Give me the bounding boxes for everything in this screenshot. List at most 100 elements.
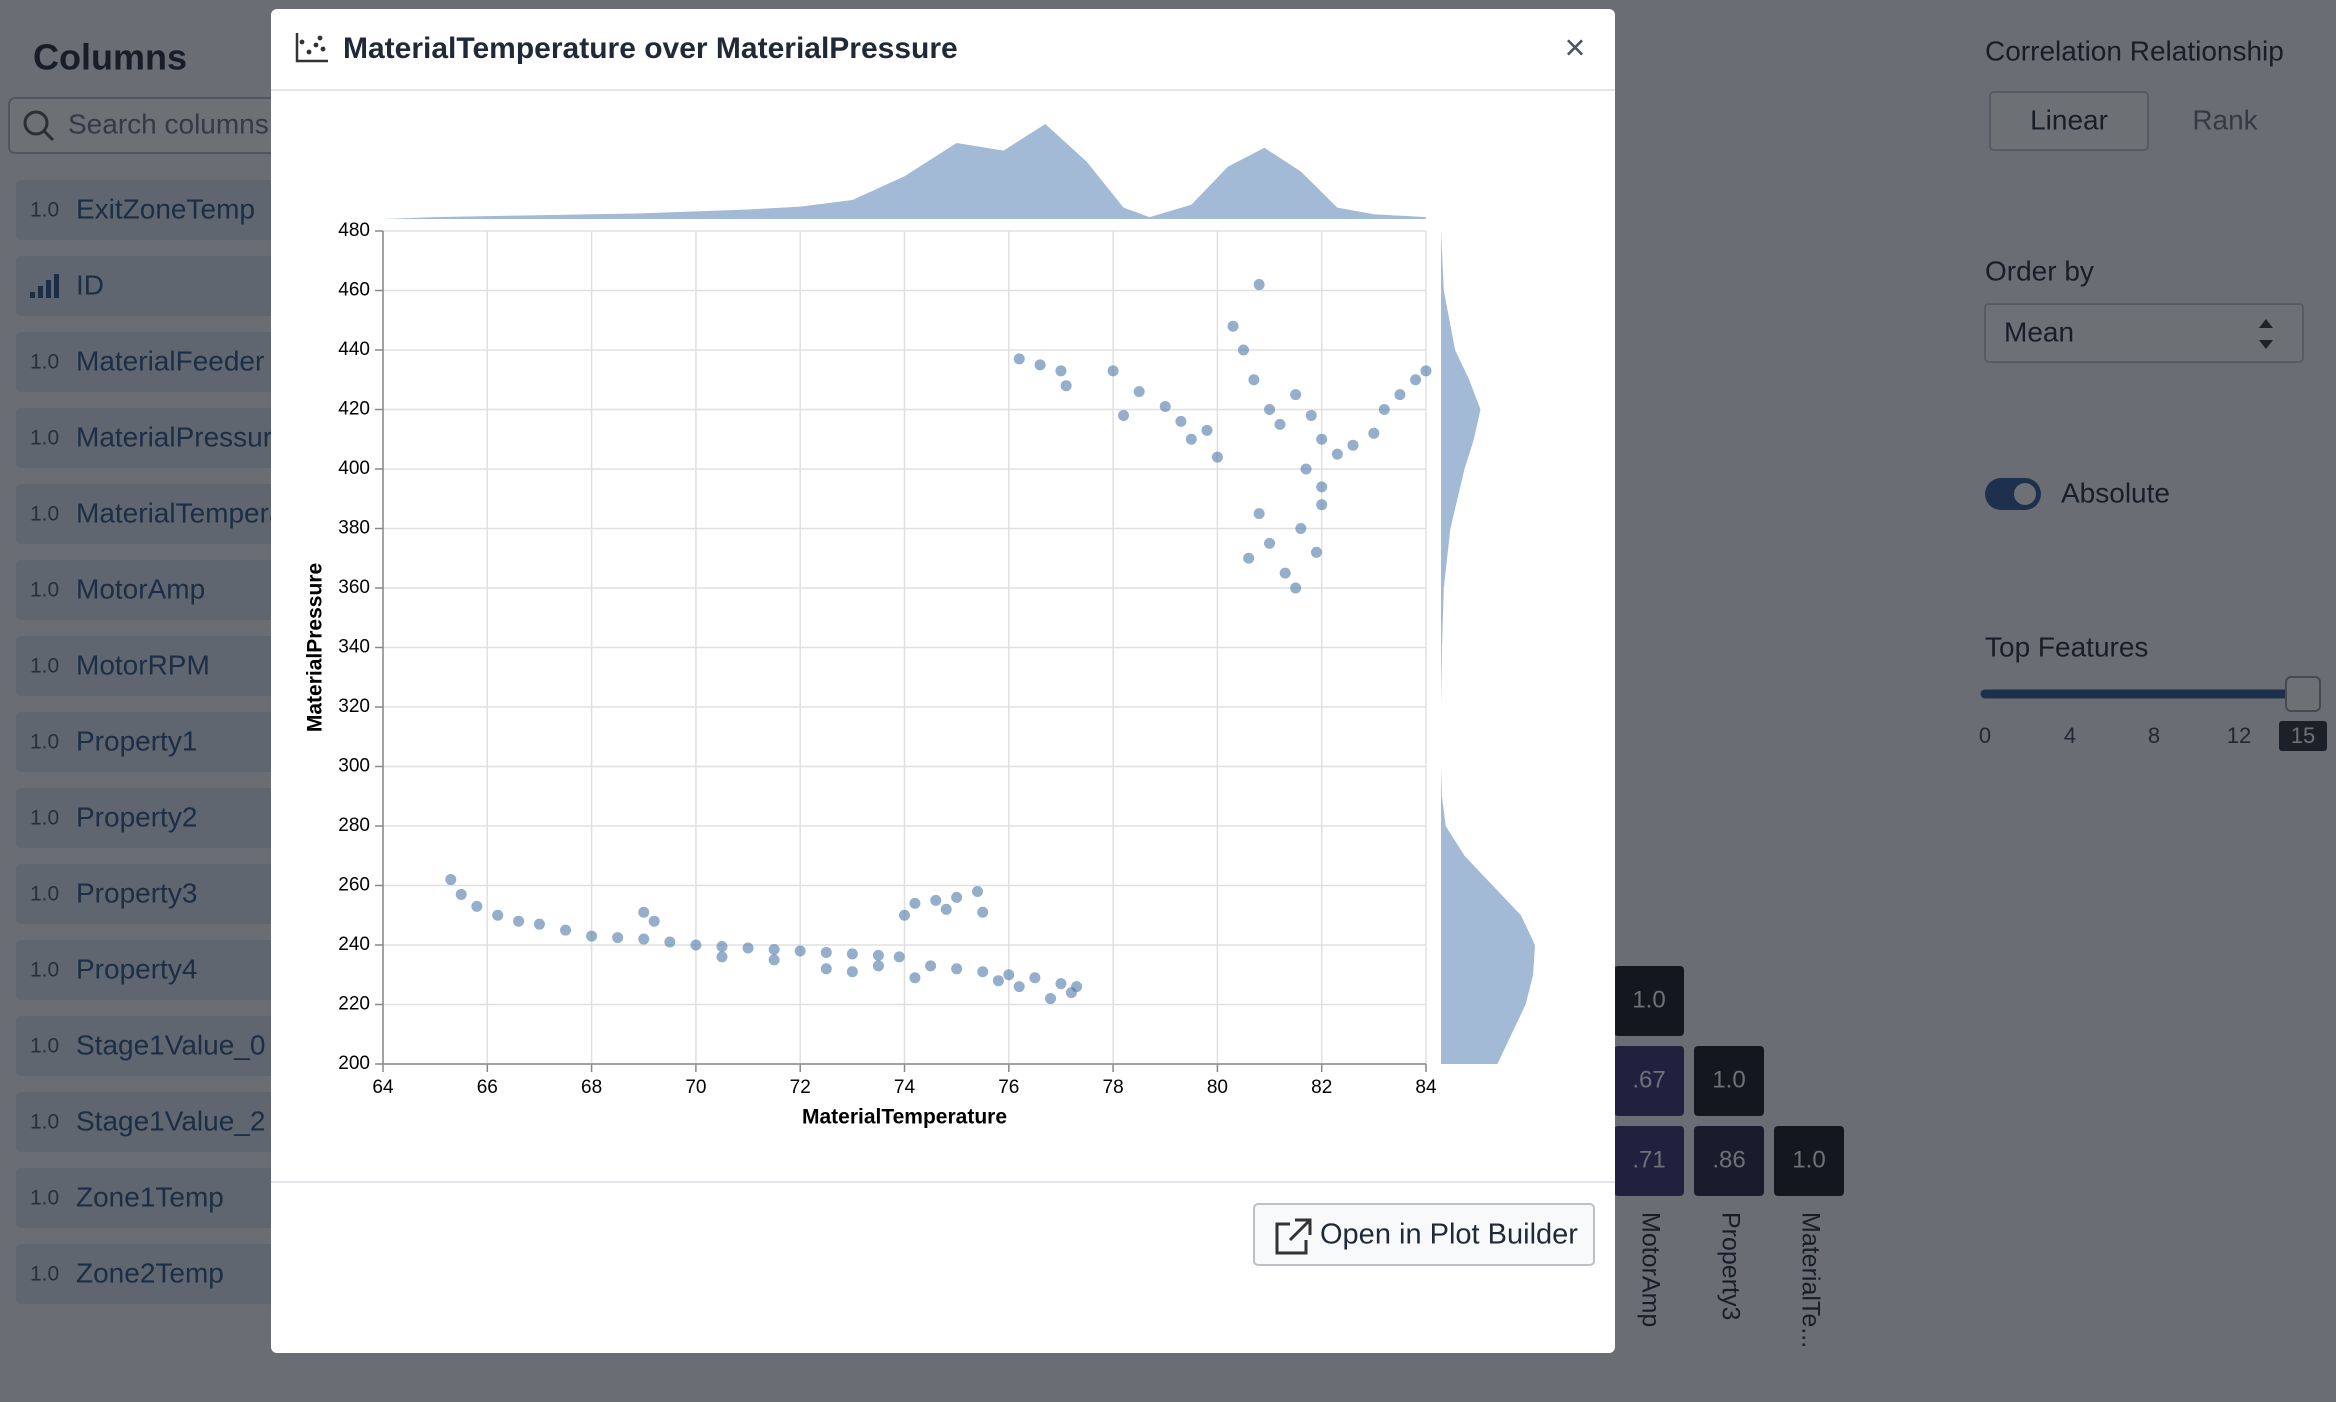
point	[1243, 552, 1255, 564]
point	[977, 906, 989, 918]
point	[1274, 418, 1286, 430]
point	[1347, 439, 1359, 451]
point	[445, 874, 457, 886]
point	[1316, 481, 1328, 493]
x-tick-label: 84	[1415, 1077, 1437, 1098]
point	[909, 897, 921, 909]
point	[951, 891, 963, 903]
point	[794, 945, 806, 957]
x-tick-label: 64	[372, 1077, 394, 1098]
point	[992, 975, 1004, 987]
point	[690, 939, 702, 951]
point	[930, 894, 942, 906]
point	[820, 946, 832, 958]
point	[1279, 567, 1291, 579]
point	[951, 963, 963, 975]
x-tick-label: 68	[581, 1077, 602, 1098]
chart: 64 66 68 70 72 74 76 78 80 82 84 200 220 240 260 280 300…	[304, 124, 1535, 1129]
x-tick-label: 72	[790, 1077, 811, 1098]
point	[1394, 389, 1406, 401]
point	[492, 909, 504, 921]
y-density	[1441, 231, 1535, 1064]
y-tick-label: 200	[338, 1053, 370, 1074]
scatter-icon	[313, 42, 319, 48]
x-tick-label: 78	[1103, 1077, 1124, 1098]
point	[925, 960, 937, 972]
y-tick-label: 420	[338, 399, 370, 420]
point	[1253, 508, 1265, 520]
point	[638, 933, 650, 945]
point	[1264, 404, 1276, 415]
point	[586, 930, 598, 942]
point	[612, 932, 624, 944]
y-tick-label: 380	[338, 518, 370, 539]
point	[1034, 359, 1046, 371]
point	[1029, 972, 1041, 984]
point	[716, 951, 728, 963]
point	[471, 900, 483, 912]
x-tick-label: 76	[998, 1077, 1019, 1098]
point	[899, 909, 910, 921]
point	[846, 948, 858, 960]
point	[1316, 433, 1328, 445]
x-tick-label: 70	[685, 1077, 706, 1098]
point	[1290, 389, 1302, 401]
point	[768, 943, 780, 955]
point	[1264, 537, 1276, 549]
point	[1248, 374, 1260, 386]
point	[1175, 415, 1187, 427]
modal-close[interactable]: ×	[1564, 27, 1585, 68]
x-tick-label: 66	[477, 1077, 498, 1098]
x-tick-label: 74	[894, 1077, 916, 1098]
point	[940, 903, 952, 915]
point	[1316, 499, 1328, 511]
y-tick-label: 300	[338, 756, 370, 777]
point	[1378, 404, 1390, 415]
scatter-icon	[295, 33, 328, 63]
modal-title: MaterialTemperature over MaterialPressur…	[343, 32, 958, 65]
x-tick-label: 80	[1207, 1077, 1228, 1098]
scatter-icon	[306, 49, 312, 55]
y-tick-label: 320	[338, 696, 370, 717]
point	[1237, 344, 1249, 356]
point	[909, 972, 921, 984]
point	[972, 885, 984, 897]
point	[820, 963, 832, 975]
point	[1227, 320, 1239, 332]
open-plot-builder-button[interactable]	[1253, 1203, 1595, 1266]
point	[1300, 463, 1312, 475]
point	[1055, 365, 1067, 377]
external-link-icon	[1275, 1218, 1312, 1255]
point	[1305, 409, 1317, 421]
y-tick-label: 360	[338, 577, 370, 598]
point	[1159, 401, 1171, 413]
point	[638, 906, 650, 918]
point	[872, 960, 884, 972]
y-tick-label: 240	[338, 934, 370, 955]
point	[513, 915, 525, 927]
point	[1107, 365, 1119, 377]
button-label: Open in Plot Builder	[1320, 1219, 1578, 1251]
point	[664, 936, 676, 948]
point	[1133, 386, 1145, 398]
point	[1211, 451, 1223, 463]
point	[1185, 433, 1197, 445]
point	[768, 954, 780, 966]
y-tick-label: 260	[338, 875, 370, 896]
point	[1201, 424, 1213, 436]
scatter-icon	[299, 39, 305, 45]
point	[533, 918, 545, 930]
y-tick-label: 280	[338, 815, 370, 836]
point	[1368, 427, 1380, 439]
point	[1055, 978, 1067, 990]
point	[716, 940, 728, 952]
point	[742, 942, 754, 954]
point	[648, 915, 660, 927]
point	[977, 966, 989, 978]
point	[1410, 374, 1422, 386]
point	[893, 951, 905, 963]
scatter-icon	[317, 35, 323, 41]
y-axis-title: MaterialPressure	[304, 563, 327, 732]
point	[1118, 409, 1130, 421]
